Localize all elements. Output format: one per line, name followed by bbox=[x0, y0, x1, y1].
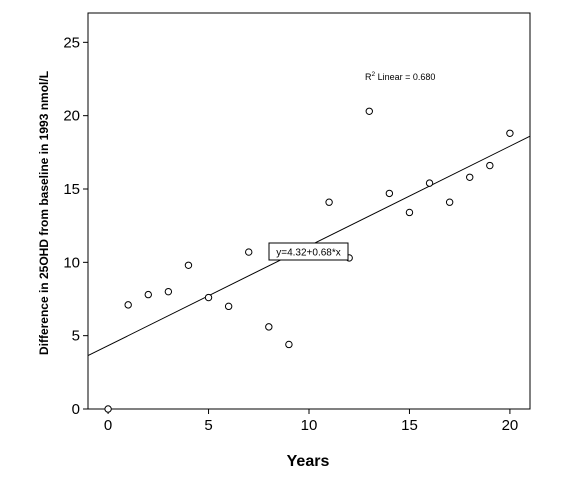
data-point bbox=[466, 173, 474, 181]
data-point bbox=[124, 301, 132, 309]
data-point bbox=[385, 189, 394, 198]
fit-equation-label: y=4.32+0.68*x bbox=[276, 248, 341, 259]
data-point bbox=[325, 198, 333, 206]
y-tick-label: 25 bbox=[63, 34, 80, 51]
y-tick-label: 10 bbox=[63, 254, 80, 271]
svg-text:R2 Linear = 0.680: R2 Linear = 0.680 bbox=[365, 71, 435, 82]
data-point bbox=[365, 107, 373, 115]
x-axis-title: Years bbox=[287, 453, 330, 470]
x-tick-label: 5 bbox=[204, 417, 212, 434]
x-tick-label: 15 bbox=[401, 417, 418, 434]
y-axis: 0 5 10 15 20 25 bbox=[63, 34, 88, 418]
data-point bbox=[425, 179, 434, 187]
data-point bbox=[104, 405, 112, 413]
y-tick-label: 0 bbox=[72, 401, 80, 418]
data-point bbox=[265, 323, 273, 331]
data-point bbox=[405, 208, 414, 217]
x-axis: 0 5 10 15 20 bbox=[104, 409, 518, 434]
data-point bbox=[245, 248, 253, 256]
y-tick-label: 5 bbox=[72, 328, 80, 345]
r2-superscript: 2 bbox=[372, 71, 376, 78]
data-point bbox=[445, 198, 454, 206]
data-point bbox=[204, 293, 213, 302]
x-tick-label: 0 bbox=[104, 417, 112, 434]
y-tick-label: 15 bbox=[63, 181, 80, 198]
data-point bbox=[164, 287, 173, 296]
x-tick-label: 10 bbox=[301, 417, 318, 434]
r2-annotation: R2 Linear = 0.680 bbox=[365, 71, 435, 82]
data-point bbox=[224, 302, 233, 311]
data-point bbox=[184, 261, 193, 269]
data-point bbox=[506, 129, 514, 137]
y-tick-label: 20 bbox=[63, 108, 80, 125]
x-tick-label: 20 bbox=[502, 417, 519, 434]
r2-value: Linear = 0.680 bbox=[375, 72, 435, 82]
fit-equation-box: y=4.32+0.68*x bbox=[268, 242, 349, 261]
data-point bbox=[285, 340, 293, 349]
data-points bbox=[104, 107, 514, 413]
r2-prefix: R bbox=[365, 72, 372, 82]
fit-equation-border bbox=[268, 242, 349, 261]
data-point bbox=[486, 161, 494, 170]
data-point bbox=[144, 290, 152, 299]
y-axis-title: Difference in 25OHD from baseline in 199… bbox=[37, 71, 51, 355]
